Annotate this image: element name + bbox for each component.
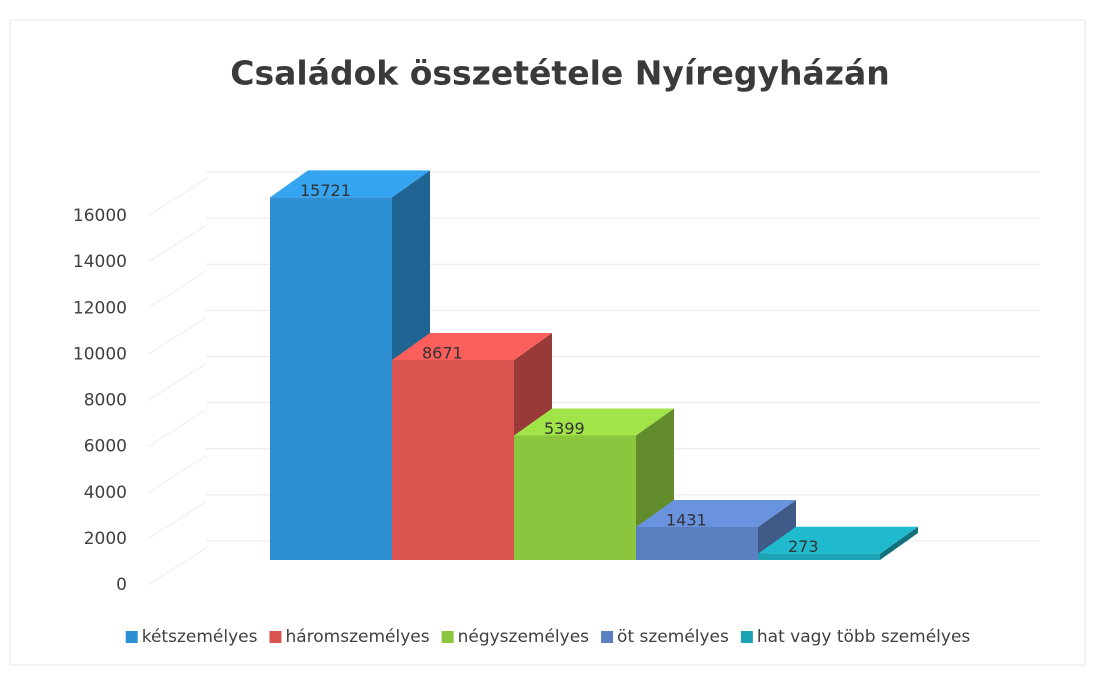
grid-line <box>147 178 207 217</box>
data-label: 1431 <box>666 510 707 529</box>
legend-label: kétszemélyes <box>142 627 258 647</box>
legend-swatch <box>125 631 138 643</box>
bar-top <box>514 408 674 436</box>
y-tick-label: 12000 <box>73 298 127 318</box>
bar <box>270 197 392 560</box>
y-tick-label: 16000 <box>73 206 127 226</box>
bar <box>758 553 880 560</box>
bar-top <box>636 499 796 527</box>
legend-swatch <box>601 631 614 643</box>
grid-line <box>147 501 207 540</box>
bar <box>392 360 514 560</box>
grid-line <box>147 363 207 401</box>
data-label: 5399 <box>544 419 585 438</box>
y-tick-label: 14000 <box>73 252 127 272</box>
legend-label: öt személyes <box>617 627 729 647</box>
bar-side <box>880 526 918 560</box>
chart-title: Családok összetétele Nyíregyházán <box>230 54 889 93</box>
bar-side <box>758 499 796 560</box>
data-label: 8671 <box>422 344 463 363</box>
bar <box>636 526 758 560</box>
bar-top <box>270 170 430 198</box>
legend-label: négyszemélyes <box>458 627 590 647</box>
bar <box>514 435 636 560</box>
y-tick-label: 4000 <box>84 483 127 503</box>
y-tick-label: 6000 <box>84 437 127 457</box>
grid-line <box>147 547 207 586</box>
legend-swatch <box>740 631 753 643</box>
data-label: 273 <box>788 537 819 556</box>
data-label: 15721 <box>300 181 351 200</box>
y-tick-label: 8000 <box>84 391 127 411</box>
grid-line <box>147 224 207 263</box>
legend-label: háromszemélyes <box>285 627 429 647</box>
legend-label: hat vagy több személyes <box>757 627 971 647</box>
grid-line <box>147 409 207 448</box>
bar-top <box>392 333 552 361</box>
y-tick-label: 10000 <box>73 344 127 364</box>
grid-line <box>147 270 207 309</box>
grid-line <box>147 455 207 494</box>
y-tick-label: 0 <box>116 575 127 595</box>
grid-line <box>147 316 207 355</box>
y-tick-label: 2000 <box>84 529 127 549</box>
legend-swatch <box>269 631 282 643</box>
bar-top <box>758 526 918 554</box>
legend-swatch <box>441 631 454 643</box>
